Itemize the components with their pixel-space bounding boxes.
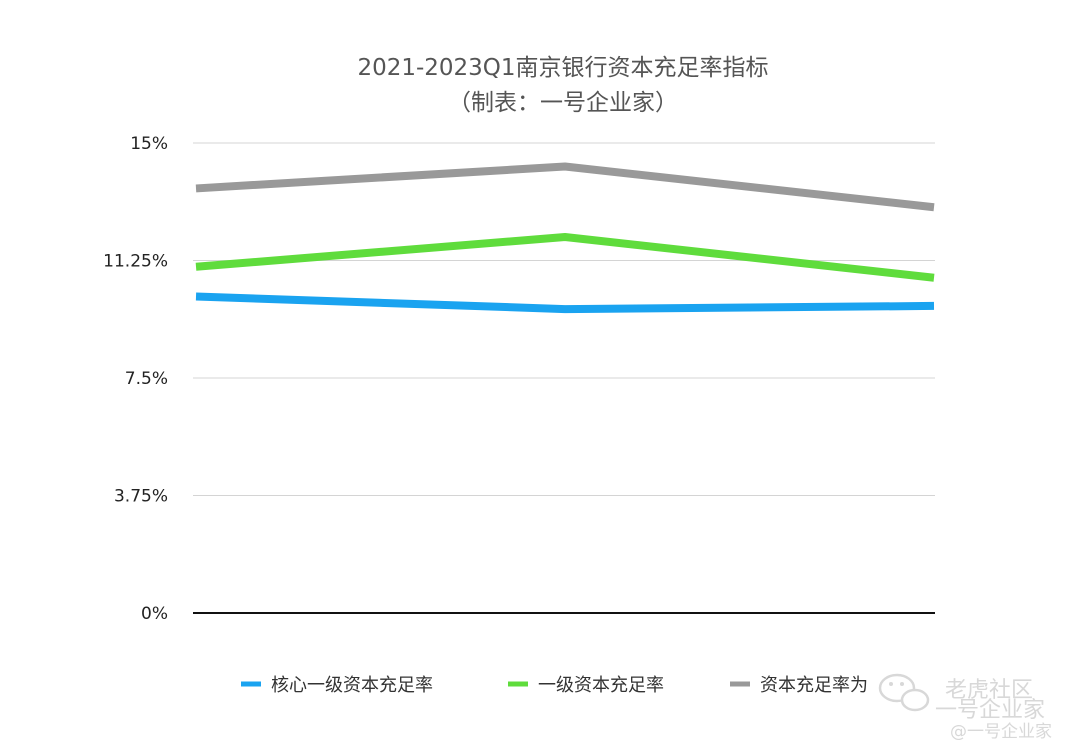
series-line-2 xyxy=(195,162,935,212)
watermark-community: 老虎社区 xyxy=(945,678,1033,703)
series-line-0 xyxy=(195,292,935,314)
y-tick-label: 0% xyxy=(141,604,168,624)
y-tick-label: 11.25% xyxy=(103,252,168,272)
grid xyxy=(193,142,935,614)
legend-label-0: 核心一级资本充足率 xyxy=(271,675,433,696)
series-lines xyxy=(195,162,935,314)
legend-label-1: 一级资本充足率 xyxy=(538,675,664,696)
watermark-brand: 一号企业家 xyxy=(935,698,1045,723)
wechat-icon xyxy=(878,673,930,712)
y-tick-label: 7.5% xyxy=(125,369,168,389)
chart-subtitle: （制表：一号企业家） xyxy=(448,90,678,116)
legend: 核心一级资本充足率 一级资本充足率 资本充足率为 xyxy=(241,675,868,696)
watermark: 老虎社区 一号企业家 @一号企业家 xyxy=(878,673,1052,742)
y-tick-label: 3.75% xyxy=(114,487,168,507)
series-line-1 xyxy=(195,233,935,282)
legend-label-2: 资本充足率为 xyxy=(760,675,868,696)
chart-title: 2021-2023Q1南京银行资本充足率指标 xyxy=(357,55,768,81)
watermark-handle: @一号企业家 xyxy=(950,722,1052,742)
y-tick-label: 15% xyxy=(130,134,168,154)
y-axis-ticks: 15% 11.25% 7.5% 3.75% 0% xyxy=(103,134,168,624)
